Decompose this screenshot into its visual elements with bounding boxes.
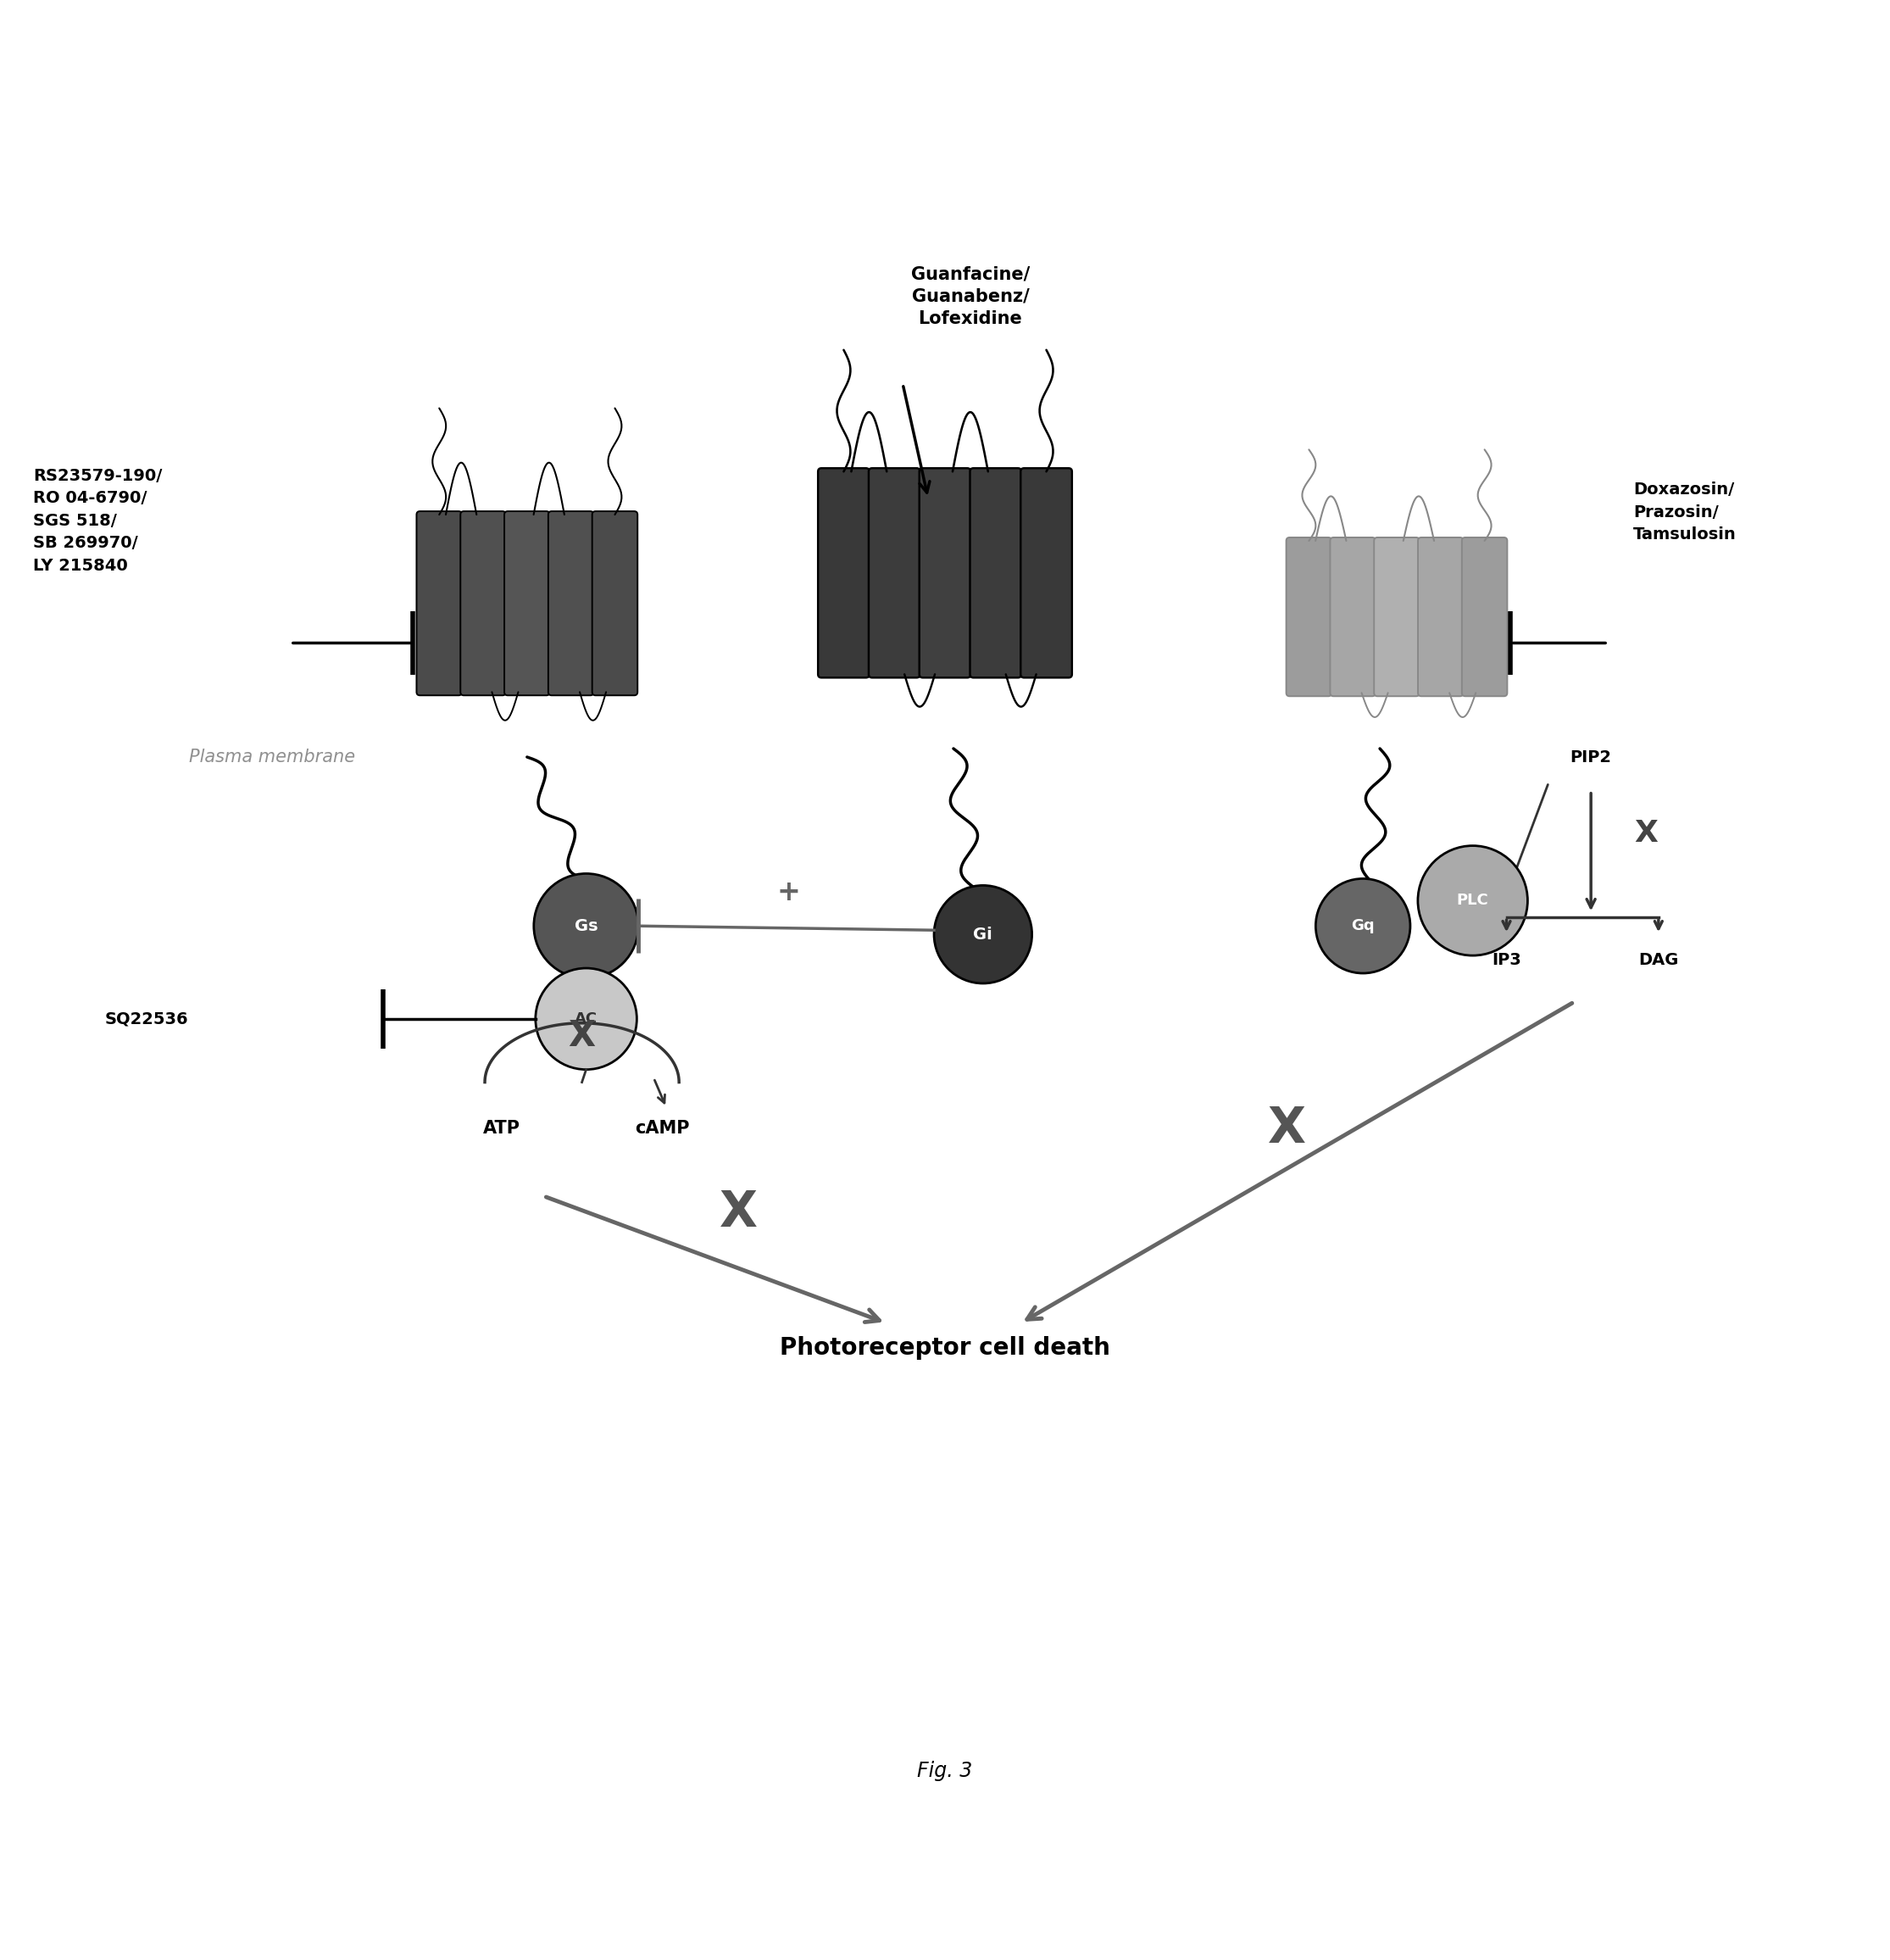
FancyBboxPatch shape: [1418, 537, 1463, 696]
FancyBboxPatch shape: [1331, 537, 1376, 696]
Circle shape: [1418, 845, 1527, 956]
FancyBboxPatch shape: [818, 468, 869, 678]
Text: X: X: [569, 1017, 595, 1054]
Text: IP3: IP3: [1491, 953, 1521, 968]
FancyBboxPatch shape: [919, 468, 971, 678]
Text: X: X: [718, 1190, 758, 1237]
Text: Fig. 3: Fig. 3: [917, 1760, 973, 1782]
Text: SQ22536: SQ22536: [104, 1011, 189, 1027]
Circle shape: [934, 886, 1032, 984]
FancyBboxPatch shape: [505, 512, 550, 696]
Text: ATP: ATP: [484, 1121, 520, 1137]
Text: RS23579-190/
RO 04-6790/
SGS 518/
SB 269970/
LY 215840: RS23579-190/ RO 04-6790/ SGS 518/ SB 269…: [34, 468, 163, 574]
Text: PIP2: PIP2: [1571, 749, 1612, 766]
FancyBboxPatch shape: [461, 512, 507, 696]
FancyBboxPatch shape: [416, 512, 461, 696]
Text: cAMP: cAMP: [635, 1121, 690, 1137]
FancyBboxPatch shape: [592, 512, 637, 696]
Text: DAG: DAG: [1639, 953, 1678, 968]
Text: X: X: [1635, 819, 1658, 847]
Text: Doxazosin/
Prazosin/
Tamsulosin: Doxazosin/ Prazosin/ Tamsulosin: [1633, 482, 1737, 543]
Polygon shape: [0, 1950, 1890, 1960]
Text: X: X: [1268, 1105, 1306, 1152]
FancyBboxPatch shape: [1021, 468, 1072, 678]
Text: Gq: Gq: [1351, 919, 1374, 933]
FancyBboxPatch shape: [548, 512, 593, 696]
Text: AC: AC: [575, 1011, 597, 1027]
FancyBboxPatch shape: [1287, 537, 1332, 696]
FancyBboxPatch shape: [869, 468, 920, 678]
Text: Photoreceptor cell death: Photoreceptor cell death: [781, 1337, 1109, 1360]
FancyBboxPatch shape: [1461, 537, 1506, 696]
Circle shape: [1315, 878, 1410, 974]
FancyBboxPatch shape: [1374, 537, 1419, 696]
Circle shape: [535, 968, 637, 1070]
Text: Guanfacine/
Guanabenz/
Lofexidine: Guanfacine/ Guanabenz/ Lofexidine: [911, 267, 1030, 327]
FancyBboxPatch shape: [970, 468, 1021, 678]
Text: PLC: PLC: [1457, 894, 1489, 907]
Text: +: +: [777, 878, 801, 906]
Text: Plasma membrane: Plasma membrane: [189, 749, 355, 766]
Text: Gs: Gs: [575, 917, 597, 935]
Circle shape: [533, 874, 639, 978]
Text: Gi: Gi: [973, 927, 992, 943]
